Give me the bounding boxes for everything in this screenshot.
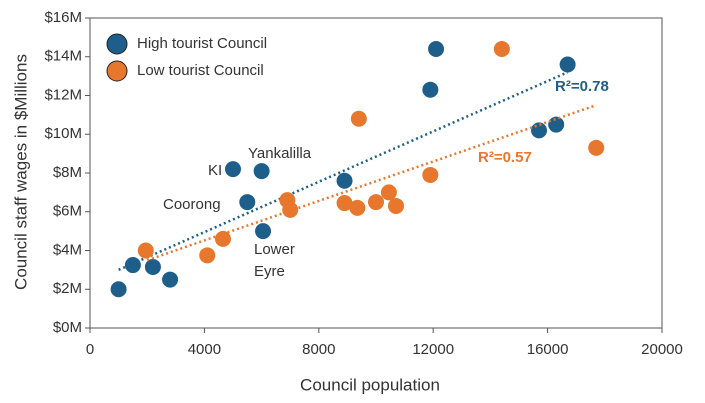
y-tick-label: $8M (53, 164, 82, 181)
point (282, 201, 299, 218)
y-tick-label: $14M (44, 48, 82, 65)
point (368, 194, 384, 211)
y-tick-label: $16M (44, 9, 82, 26)
point (531, 122, 548, 139)
point (422, 166, 439, 183)
point (144, 258, 161, 275)
point (255, 223, 272, 240)
legend-marker (106, 60, 128, 82)
x-tick-label: 20000 (641, 341, 683, 358)
annotation: Lower (254, 241, 295, 258)
point (350, 110, 367, 127)
x-tick-label: 12000 (412, 341, 454, 358)
y-tick-label: $12M (44, 86, 82, 103)
point (588, 139, 605, 156)
point (110, 281, 127, 298)
point (162, 271, 179, 288)
legend-label: High tourist Council (137, 35, 267, 52)
legend-marker (106, 33, 128, 55)
point (137, 242, 154, 259)
y-tick-label: $2M (53, 280, 82, 297)
x-tick-label: 4000 (188, 341, 221, 358)
point (124, 257, 141, 274)
x-tick-label: 16000 (527, 341, 569, 358)
point (349, 199, 366, 216)
point (214, 230, 231, 247)
point (336, 172, 353, 189)
point (493, 41, 510, 57)
annotation: Eyre (254, 263, 285, 280)
legend-label: Low tourist Council (137, 62, 264, 79)
x-axis-label: Council population (300, 375, 440, 394)
annotation: Yankalilla (248, 145, 312, 162)
annotation: Coorong (163, 196, 221, 213)
y-axis-label: Council staff wages in $Millions (11, 54, 30, 290)
annotation: KI (208, 162, 222, 179)
point (422, 81, 439, 98)
y-tick-label: $4M (53, 241, 82, 258)
x-tick-label: 8000 (302, 341, 335, 358)
y-tick-label: $0M (53, 319, 82, 336)
point (253, 163, 270, 180)
x-tick-label: 0 (86, 341, 94, 358)
r-squared: R²=0.78 (555, 78, 609, 95)
point (199, 247, 216, 264)
point (225, 161, 241, 178)
point (428, 41, 445, 57)
y-tick-label: $6M (53, 203, 82, 220)
point (336, 195, 353, 212)
point (380, 184, 397, 201)
r-squared: R²=0.57 (478, 149, 532, 166)
point (559, 56, 576, 73)
trend-line (146, 104, 597, 262)
point (548, 116, 565, 133)
y-tick-label: $10M (44, 125, 82, 142)
trend-line (118, 71, 569, 272)
point (388, 197, 405, 214)
point (239, 194, 256, 211)
